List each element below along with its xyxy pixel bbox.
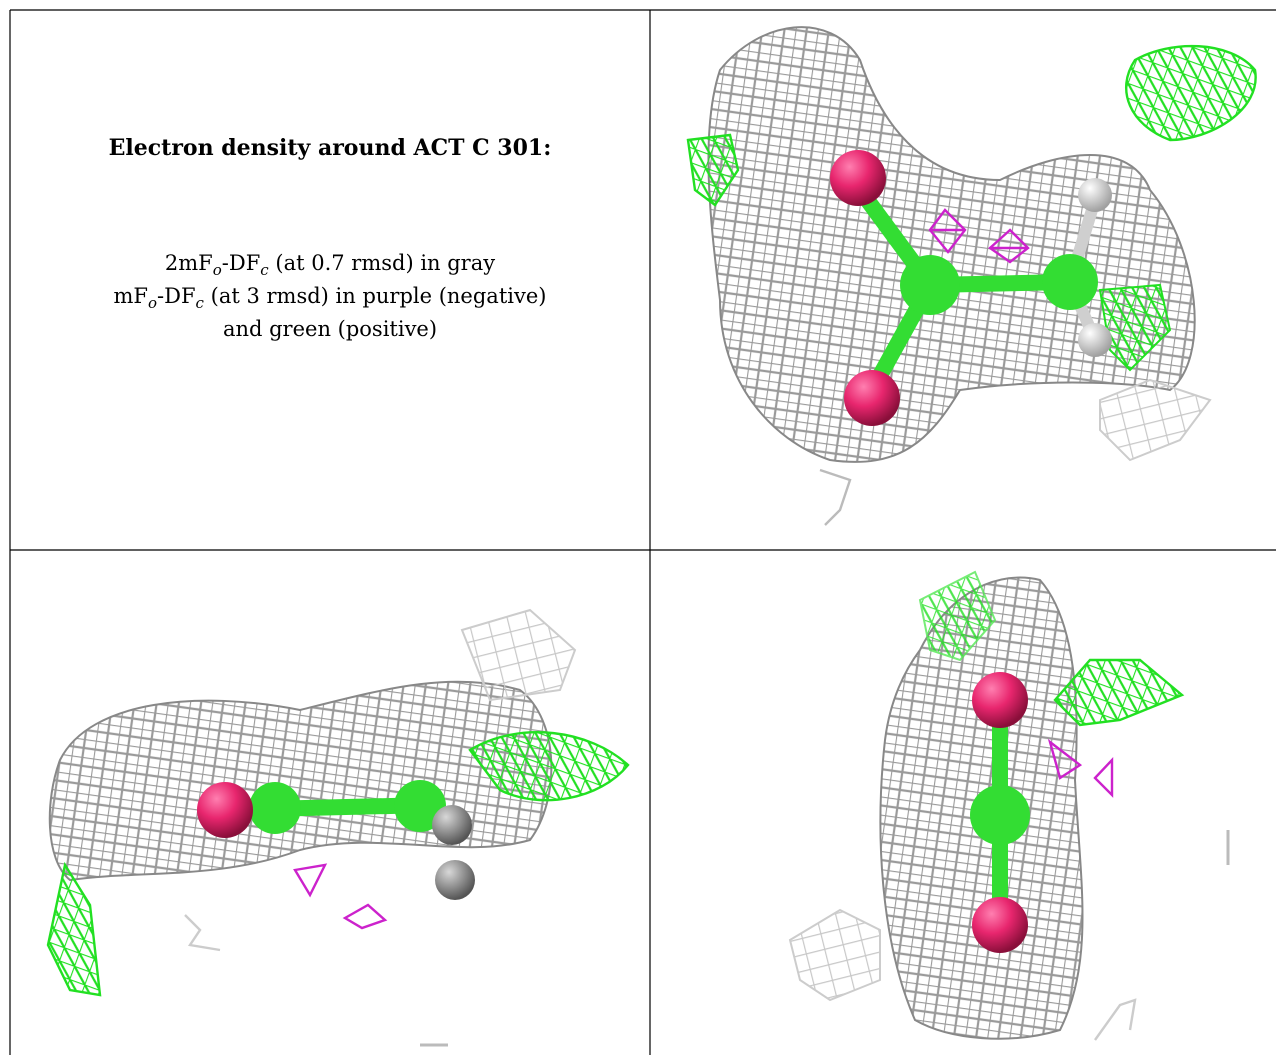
caption-line: and green (positive): [223, 317, 437, 341]
caption-part: o: [148, 294, 157, 312]
caption-part: and green (positive): [223, 317, 437, 341]
caption-part: c: [260, 261, 269, 279]
caption-part: -DF: [222, 251, 261, 275]
caption-part: 2mF: [165, 251, 213, 275]
caption-part: o: [213, 261, 222, 279]
caption-part: -DF: [157, 284, 196, 308]
density-view-2: [46, 608, 630, 1047]
caption-line: mFo-DFc (at 3 rmsd) in purple (negative): [114, 284, 547, 312]
density-view-3: [788, 570, 1230, 1041]
caption-part: (at 0.7 rmsd) in gray: [269, 251, 496, 275]
table-borders: [9, 9, 1276, 1055]
caption-part: (at 3 rmsd) in purple (negative): [204, 284, 547, 308]
caption-part: mF: [114, 284, 148, 308]
figure-title: Electron density around ACT C 301:: [109, 135, 552, 161]
caption-line: 2mFo-DFc (at 0.7 rmsd) in gray: [165, 251, 495, 279]
caption-part: c: [196, 294, 205, 312]
density-view-1: [686, 26, 1257, 526]
